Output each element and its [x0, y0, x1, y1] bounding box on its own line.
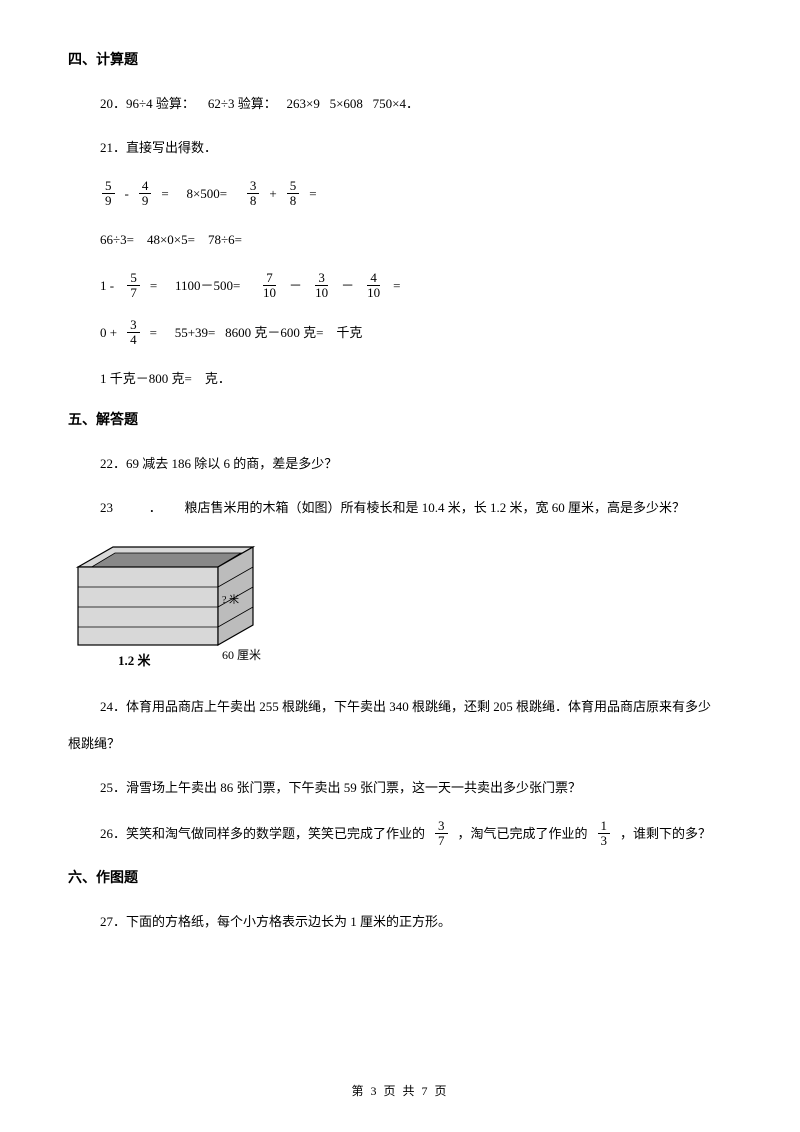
question-21: 21．直接写出得数． [100, 135, 732, 161]
numerator: 3 [127, 318, 140, 333]
lead: 0 + [100, 323, 117, 343]
fraction: 310 [312, 271, 331, 301]
box-figure: ? 米 1.2 米 60 厘米 [68, 539, 732, 680]
denominator: 9 [139, 194, 152, 208]
q26-text-b: ，淘气已完成了作业的 [458, 824, 588, 844]
denominator: 8 [287, 194, 300, 208]
section-4-heading: 四、计算题 [68, 50, 732, 71]
expr: 8×500= [177, 184, 237, 204]
denominator: 4 [127, 333, 140, 347]
numerator: 5 [127, 271, 140, 286]
fraction: 38 [247, 179, 260, 209]
question-24-line2: 根跳绳？ [68, 731, 732, 757]
denominator: 10 [364, 286, 383, 300]
numerator: 4 [367, 271, 380, 286]
question-22: 22．69 减去 186 除以 6 的商，差是多少？ [100, 451, 732, 477]
expr: 66÷3= 48×0×5= 78÷6= [100, 232, 242, 247]
q20-text: 20．96÷4 验算： 62÷3 验算： 263×9 5×608 750×4． [100, 96, 419, 111]
expr: 1 千克－800 克= 克． [100, 371, 231, 386]
fraction: 59 [102, 179, 115, 209]
question-27: 27．下面的方格纸，每个小方格表示边长为 1 厘米的正方形。 [100, 909, 732, 935]
fraction: 58 [287, 179, 300, 209]
numerator: 7 [263, 271, 276, 286]
page-footer: 第 3 页 共 7 页 [0, 1082, 800, 1100]
denominator: 10 [312, 286, 331, 300]
numerator: 3 [247, 179, 260, 194]
fraction: 710 [260, 271, 279, 301]
denominator: 7 [127, 286, 140, 300]
numerator: 3 [315, 271, 328, 286]
box-label-width: 60 厘米 [222, 648, 261, 662]
box-svg: ? 米 1.2 米 60 厘米 [68, 539, 278, 674]
equals: = [309, 184, 316, 204]
box-label-length: 1.2 米 [118, 653, 152, 668]
fraction: 410 [364, 271, 383, 301]
denominator: 10 [260, 286, 279, 300]
question-25: 25．滑雪场上午卖出 86 张门票，下午卖出 59 张门票，这一天一共卖出多少张… [100, 775, 732, 801]
denominator: 7 [435, 834, 448, 848]
math-row-3: 1 - 57 = 1100－500= 710 － 310 － 410 = [100, 271, 732, 301]
question-26: 26．笑笑和淘气做同样多的数学题，笑笑已完成了作业的 37 ，淘气已完成了作业的… [100, 819, 732, 849]
math-row-5: 1 千克－800 克= 克． [100, 366, 732, 392]
q26-text-a: 26．笑笑和淘气做同样多的数学题，笑笑已完成了作业的 [100, 824, 425, 844]
numerator: 5 [287, 179, 300, 194]
denominator: 8 [247, 194, 260, 208]
fraction: 37 [435, 819, 448, 849]
equals: = [150, 276, 157, 296]
equals: = [161, 184, 168, 204]
section-5-heading: 五、解答题 [68, 410, 732, 431]
math-row-4: 0 + 34 = 55+39= 8600 克－600 克= 千克 [100, 318, 732, 348]
question-24-line1: 24．体育用品商店上午卖出 255 根跳绳，下午卖出 340 根跳绳，还剩 20… [100, 697, 732, 717]
fraction: 57 [127, 271, 140, 301]
numerator: 5 [102, 179, 115, 194]
numerator: 1 [598, 819, 611, 834]
operator: － [341, 276, 354, 296]
section-6-heading: 六、作图题 [68, 868, 732, 889]
fraction: 13 [598, 819, 611, 849]
operator: － [289, 276, 302, 296]
box-label-height: ? 米 [222, 593, 239, 606]
equals: = [150, 323, 157, 343]
numerator: 4 [139, 179, 152, 194]
equals: = [393, 276, 400, 296]
fraction: 49 [139, 179, 152, 209]
math-row-2: 66÷3= 48×0×5= 78÷6= [100, 227, 732, 253]
operator: + [269, 184, 276, 204]
q23-text: 23 ． 粮店售米用的木箱（如图）所有棱长和是 10.4 米，长 1.2 米，宽… [100, 500, 685, 515]
tail: 55+39= 8600 克－600 克= 千克 [165, 323, 363, 343]
operator: - [125, 184, 129, 204]
question-20: 20．96÷4 验算： 62÷3 验算： 263×9 5×608 750×4． [100, 91, 732, 117]
fraction: 34 [127, 318, 140, 348]
numerator: 3 [435, 819, 448, 834]
question-23: 23 ． 粮店售米用的木箱（如图）所有棱长和是 10.4 米，长 1.2 米，宽… [100, 495, 732, 521]
lead: 1 - [100, 276, 117, 296]
math-row-1: 59 - 49 = 8×500= 38 + 58 = [100, 179, 732, 209]
q26-text-c: ，谁剩下的多？ [620, 824, 711, 844]
denominator: 3 [598, 834, 611, 848]
expr: 1100－500= [165, 276, 250, 296]
denominator: 9 [102, 194, 115, 208]
